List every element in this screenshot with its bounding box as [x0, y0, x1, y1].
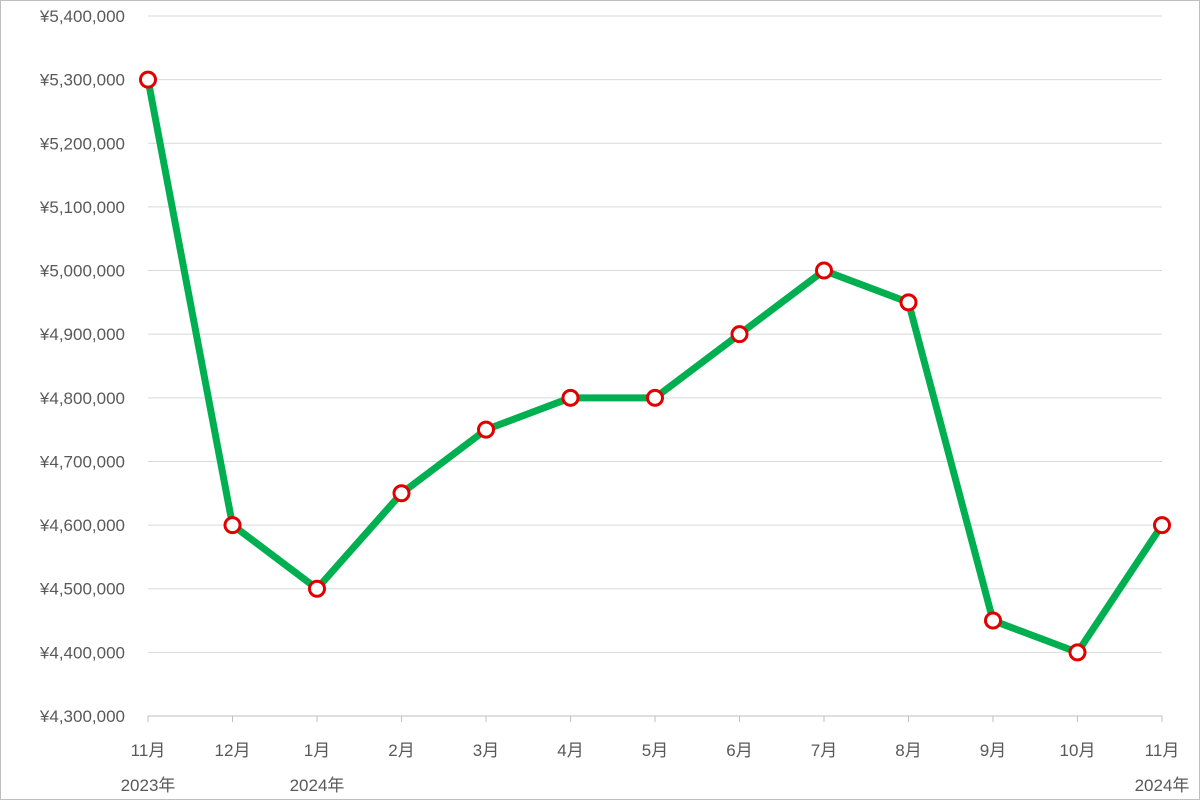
series: [144, 76, 1166, 656]
y-tick-label: ¥4,500,000: [39, 580, 125, 599]
x-tick-label: 7月: [811, 741, 837, 760]
x-tick-label: 1月: [304, 741, 330, 760]
data-point: [984, 611, 1002, 630]
y-tick-label: ¥4,800,000: [39, 389, 125, 408]
y-axis-labels: ¥4,300,000 ¥4,400,000 ¥4,500,000 ¥4,600,000…: [39, 7, 125, 726]
y-tick-label: ¥5,400,000: [39, 7, 125, 26]
x-tick-label: 4月: [557, 741, 583, 760]
x-axis: [147, 715, 1163, 722]
data-point: [392, 484, 411, 503]
series-line: [144, 76, 1166, 656]
x-axis-labels: 11月 12月 1月 2月 3月 4月 5月 6月 7月 8月 9月 10月 11月 2023年 2024年…: [121, 741, 1190, 795]
data-point: [561, 388, 580, 407]
y-tick-label: ¥5,300,000: [39, 71, 125, 90]
y-tick-label: ¥5,200,000: [39, 134, 125, 153]
y-tick-label: ¥5,100,000: [39, 198, 125, 217]
data-point: [223, 516, 242, 535]
x-tick-label: 2月: [388, 741, 414, 760]
gridlines: [148, 15, 1162, 653]
y-tick-label: ¥4,900,000: [39, 325, 125, 344]
x-tick-label: 6月: [726, 741, 752, 760]
data-point: [477, 420, 495, 439]
x-tick-label: 8月: [895, 741, 921, 760]
y-tick-label: ¥5,000,000: [39, 262, 125, 281]
x-tick-label: 3月: [473, 741, 499, 760]
data-point: [899, 293, 918, 312]
x-tick-label: 5月: [642, 741, 668, 760]
x-year-label: 2023年: [121, 776, 176, 795]
x-year-label: 2024年: [290, 776, 345, 795]
data-point: [730, 325, 749, 344]
y-tick-label: ¥4,300,000: [39, 707, 125, 726]
y-tick-label: ¥4,700,000: [39, 452, 125, 471]
x-tick-label: 12月: [215, 741, 251, 760]
data-point: [1068, 643, 1087, 662]
x-tick-label: 11月: [1145, 741, 1180, 760]
x-tick-label: 11月: [131, 741, 166, 760]
data-point: [308, 579, 326, 598]
x-year-label: 2024年: [1135, 776, 1190, 795]
x-tick-label: 10月: [1060, 741, 1096, 760]
data-point: [646, 388, 664, 407]
markers: [139, 70, 1171, 662]
data-point: [815, 261, 833, 280]
data-point: [1153, 516, 1171, 535]
x-tick-label: 9月: [980, 741, 1006, 760]
y-tick-label: ¥4,600,000: [39, 516, 125, 535]
y-tick-label: ¥4,400,000: [39, 643, 125, 662]
data-point: [139, 70, 157, 89]
